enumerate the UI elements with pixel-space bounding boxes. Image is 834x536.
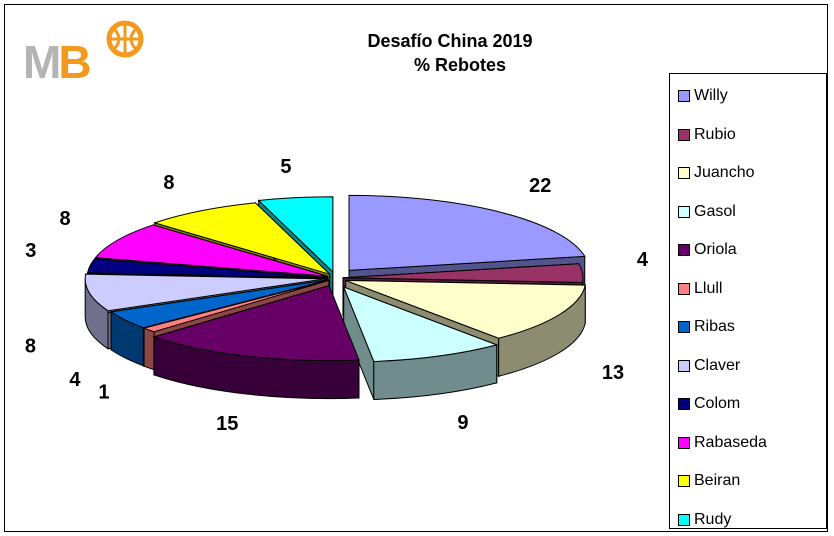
legend-item-rudy: Rudy — [678, 508, 731, 532]
data-label-llull: 1 — [98, 381, 109, 403]
legend-item-rubio: Rubio — [678, 123, 736, 147]
pie-slice-gasol — [342, 286, 499, 401]
slice-outer-side — [143, 327, 155, 371]
chart-title: Desafío China 2019 — [367, 31, 533, 51]
legend-label: Ribas — [694, 318, 735, 335]
legend-label: Gasol — [694, 202, 736, 220]
legend-swatch — [678, 475, 690, 487]
slice-top — [109, 279, 329, 329]
logo-text: MB — [23, 36, 92, 88]
legend-label: Llull — [694, 279, 723, 297]
legend-swatch — [678, 244, 690, 256]
data-label-rubio: 4 — [637, 249, 649, 271]
data-label-claver: 8 — [25, 335, 36, 357]
legend-label: Rubio — [694, 125, 736, 143]
chart-title-block: Desafío China 2019 % Rebotes — [315, 29, 585, 77]
slice-top — [94, 224, 329, 277]
legend-swatch — [678, 90, 690, 102]
legend-item-willy: Willy — [678, 84, 728, 108]
legend-label: Juancho — [694, 164, 755, 181]
slice-top — [142, 279, 330, 333]
slice-top — [153, 202, 330, 275]
logo-letter-b: B — [58, 36, 91, 88]
data-label-rabaseda: 8 — [60, 208, 71, 230]
slice-top — [84, 273, 326, 312]
legend-label: Rudy — [694, 510, 732, 528]
legend-item-oriola: Oriola — [678, 238, 737, 262]
legend-item-beiran: Beiran — [678, 469, 740, 493]
slice-top — [342, 263, 584, 283]
data-label-oriola: 15 — [216, 413, 238, 435]
logo-letter-m: M — [23, 36, 61, 88]
legend-item-llull: Llull — [678, 277, 722, 301]
legend-item-rabaseda: Rabaseda — [678, 431, 767, 455]
pie-slice-oriola — [152, 284, 360, 400]
legend-swatch — [678, 167, 690, 179]
mb-logo: MB — [23, 19, 153, 88]
slice-top — [345, 279, 586, 339]
legend-label: Beiran — [694, 472, 741, 489]
legend-label: Colom — [694, 395, 741, 412]
legend-swatch — [678, 436, 690, 449]
slice-top — [257, 196, 334, 273]
legend-label: Oriola — [694, 241, 737, 258]
legend-item-ribas: Ribas — [678, 315, 735, 339]
legend-swatch — [678, 128, 690, 141]
data-label-beiran: 8 — [163, 172, 174, 194]
chart-legend: Willy Rubio Juancho Gasol Oriola Llull Ribas Cl… — [669, 73, 827, 529]
data-label-juancho: 13 — [602, 362, 624, 384]
data-label-colom: 3 — [25, 240, 36, 262]
basketball-icon — [106, 20, 144, 58]
legend-item-juancho: Juancho — [678, 161, 755, 185]
legend-swatch — [678, 359, 690, 372]
legend-item-gasol: Gasol — [678, 200, 736, 224]
legend-swatch — [678, 282, 690, 295]
legend-swatch — [678, 205, 690, 218]
slice-top — [348, 194, 586, 271]
legend-swatch — [678, 513, 690, 526]
data-label-gasol: 9 — [457, 412, 468, 434]
chart-subtitle: % Rebotes — [413, 55, 507, 75]
legend-item-colom: Colom — [678, 392, 740, 416]
slice-top — [342, 286, 499, 363]
legend-item-claver: Claver — [678, 354, 740, 378]
data-label-rudy: 5 — [280, 156, 291, 178]
legend-label: Willy — [694, 87, 728, 104]
slice-top — [152, 285, 360, 362]
data-label-ribas: 4 — [69, 369, 81, 391]
legend-label: Rabaseda — [694, 433, 767, 451]
slice-top — [86, 258, 328, 278]
data-label-willy: 22 — [529, 175, 551, 197]
legend-swatch — [678, 398, 690, 410]
legend-label: Claver — [694, 356, 741, 374]
legend-swatch — [678, 321, 690, 333]
